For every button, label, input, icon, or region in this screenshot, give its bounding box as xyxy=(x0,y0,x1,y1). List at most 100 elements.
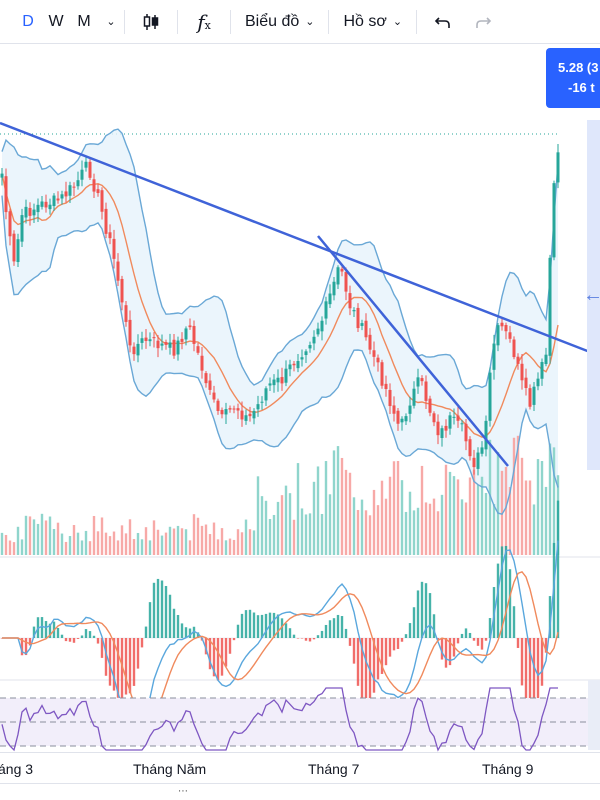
candle-body xyxy=(280,377,284,384)
volume-bar xyxy=(68,536,72,555)
candle-body xyxy=(264,388,268,401)
volume-bar xyxy=(532,504,536,555)
macd-histogram-bar xyxy=(372,638,376,693)
macd-histogram-bar xyxy=(112,638,116,691)
macd-histogram-bar xyxy=(140,638,144,648)
macd-histogram-bar xyxy=(156,578,160,638)
macd-histogram-bar xyxy=(276,614,280,638)
volume-bar xyxy=(76,532,80,555)
macd-histogram-bar xyxy=(480,638,484,650)
volume-bar xyxy=(172,528,176,555)
candle-body xyxy=(452,416,456,418)
volume-bar xyxy=(304,514,308,555)
fx-icon: fx xyxy=(197,9,211,34)
timeframe-week-button[interactable]: W xyxy=(48,12,64,30)
volume-bar xyxy=(496,452,500,555)
macd-histogram-bar xyxy=(56,627,60,638)
candle-body xyxy=(164,342,168,345)
candle-body xyxy=(536,378,540,387)
volume-bar xyxy=(92,515,96,555)
volume-bar xyxy=(512,437,516,555)
volume-bar xyxy=(416,507,420,555)
x-tick-label: Tháng 9 xyxy=(482,761,534,777)
candle-body xyxy=(20,215,24,242)
price-scale-highlight[interactable] xyxy=(587,120,600,470)
macd-histogram-bar xyxy=(356,638,360,686)
last-price-value: 5.28 (3 xyxy=(558,60,599,75)
volume-bar xyxy=(32,519,36,555)
volume-bar xyxy=(124,533,128,555)
macd-histogram-bar xyxy=(472,638,476,641)
macd-histogram-bar xyxy=(84,629,88,638)
candle-body xyxy=(148,339,152,342)
candle-body xyxy=(48,204,52,210)
candle-body xyxy=(176,340,180,355)
candle-body xyxy=(156,340,160,349)
volume-bar xyxy=(296,463,300,555)
macd-histogram-bar xyxy=(88,631,92,638)
volume-bar xyxy=(372,489,376,555)
candle-body xyxy=(136,343,140,356)
macd-histogram-bar xyxy=(444,638,448,668)
macd-histogram-bar xyxy=(76,638,80,639)
volume-bar xyxy=(72,525,76,555)
candle-style-button[interactable] xyxy=(131,0,171,44)
macd-histogram-bar xyxy=(396,638,400,649)
candle-body xyxy=(304,351,308,356)
volume-bar xyxy=(524,480,528,555)
volume-bar xyxy=(336,446,340,555)
volume-bar xyxy=(156,529,160,555)
macd-histogram-bar xyxy=(212,638,216,677)
candlesticks xyxy=(0,144,560,476)
volume-bar xyxy=(536,459,540,555)
volume-bar xyxy=(140,539,144,555)
candle-body xyxy=(524,377,528,389)
volume-bar xyxy=(408,491,412,555)
timeframe-dropdown-button[interactable]: ⌄ xyxy=(98,0,118,44)
bollinger-fill xyxy=(2,129,558,515)
candle-body xyxy=(504,324,508,332)
candle-body xyxy=(68,185,72,196)
volume-bar xyxy=(28,516,32,555)
candle-body xyxy=(244,415,248,421)
macd-histogram-bar xyxy=(332,618,336,638)
candle-body xyxy=(352,310,356,312)
volume-bar xyxy=(260,496,264,555)
macd-histogram-bar xyxy=(408,623,412,638)
indicators-button[interactable]: fx xyxy=(184,0,224,44)
candle-body xyxy=(292,363,296,366)
candle-body xyxy=(228,408,232,410)
toolbar-divider xyxy=(328,9,330,34)
macd-histogram-bar xyxy=(308,638,312,642)
volume-bar xyxy=(56,522,60,555)
candle-body xyxy=(24,206,28,218)
volume-bar xyxy=(64,541,68,555)
candle-body xyxy=(548,257,552,356)
volume-bar xyxy=(200,525,204,555)
redo-button[interactable] xyxy=(463,0,503,44)
bollinger-upper xyxy=(1,128,559,390)
chart-menu-button[interactable]: Biểu đồ ⌄ xyxy=(237,0,322,44)
undo-button[interactable] xyxy=(423,0,463,44)
macd-histogram-bar xyxy=(284,623,288,638)
candle-body xyxy=(316,328,320,335)
candle-body xyxy=(272,379,276,386)
candle-body xyxy=(308,345,312,349)
macd-histogram-bar xyxy=(236,624,240,638)
scroll-left-arrow-icon[interactable]: ← xyxy=(583,284,600,306)
macd-histogram-bar xyxy=(132,638,136,686)
macd-histogram-bar xyxy=(60,634,64,638)
candle-body xyxy=(80,169,84,180)
volume-bar xyxy=(184,529,188,555)
time-axis[interactable]: áng 3 Tháng Năm Tháng 7 Tháng 9 xyxy=(0,752,600,782)
bollinger-lower xyxy=(1,195,559,516)
timeframe-day-button[interactable]: D xyxy=(22,12,34,30)
timeframe-month-button[interactable]: M xyxy=(77,12,91,30)
candle-body xyxy=(252,410,256,419)
profile-menu-button[interactable]: Hồ sơ ⌄ xyxy=(335,0,410,44)
price-chart[interactable] xyxy=(0,44,600,752)
candle-body xyxy=(324,301,328,319)
macd-lines xyxy=(2,540,559,736)
volume-bar xyxy=(448,471,452,555)
grip-icon[interactable]: ⋯ xyxy=(178,786,189,797)
